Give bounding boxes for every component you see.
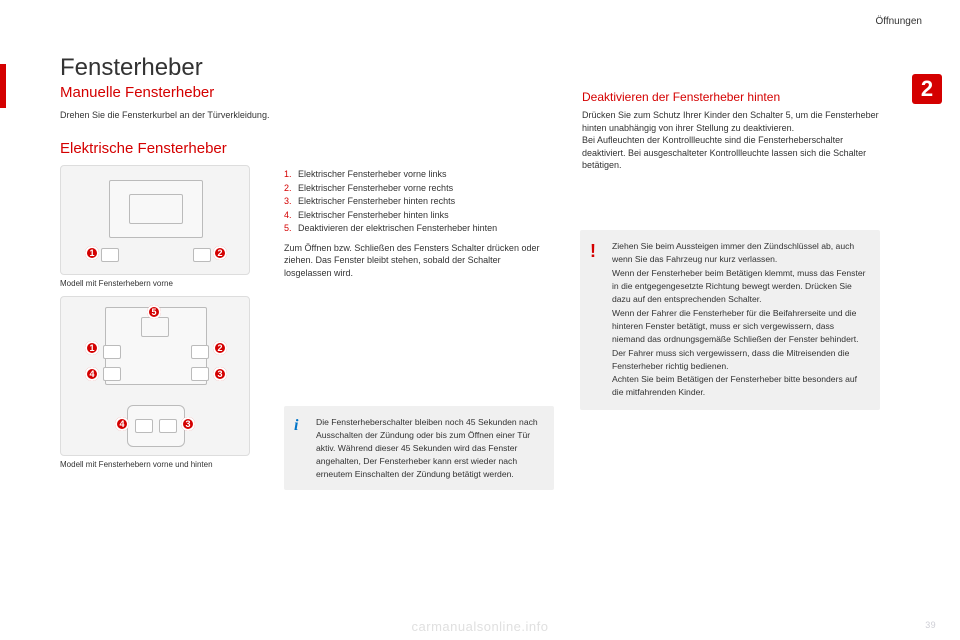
info-text: Die Fensterheberschalter bleiben noch 45… bbox=[316, 417, 538, 479]
list-num: 3. bbox=[284, 195, 298, 209]
figure-front-windows: 1 2 bbox=[60, 165, 250, 275]
manual-page: Öffnungen 2 Fensterheber Manuelle Fenste… bbox=[0, 0, 960, 640]
list-text: Deaktivieren der elektrischen Fensterheb… bbox=[298, 223, 497, 233]
list-num: 4. bbox=[284, 209, 298, 223]
page-subtitle: Manuelle Fensterheber bbox=[60, 84, 214, 101]
intro-text: Drehen Sie die Fensterkurbel an der Türv… bbox=[60, 110, 269, 120]
switch-icon bbox=[191, 345, 209, 359]
callout-4: 4 bbox=[85, 367, 99, 381]
list-item: 1.Elektrischer Fensterheber vorne links bbox=[284, 168, 544, 182]
title-block: Fensterheber Manuelle Fensterheber bbox=[60, 54, 214, 101]
switch-icon bbox=[191, 367, 209, 381]
list-text: Elektrischer Fensterheber vorne rechts bbox=[298, 183, 453, 193]
callout-5: 5 bbox=[147, 305, 161, 319]
electric-heading: Elektrische Fensterheber bbox=[60, 140, 260, 157]
list-num: 1. bbox=[284, 168, 298, 182]
page-title: Fensterheber bbox=[60, 54, 214, 82]
callout-3: 3 bbox=[213, 367, 227, 381]
middle-column: 1.Elektrischer Fensterheber vorne links … bbox=[284, 168, 544, 279]
warning-text: Ziehen Sie beim Aussteigen immer den Zün… bbox=[612, 241, 865, 397]
callout-list: 1.Elektrischer Fensterheber vorne links … bbox=[284, 168, 544, 236]
callout-1: 1 bbox=[85, 341, 99, 355]
callout-3: 3 bbox=[181, 417, 195, 431]
info-box: i Die Fensterheberschalter bleiben noch … bbox=[284, 406, 554, 490]
center-switch bbox=[141, 317, 169, 337]
left-column: Elektrische Fensterheber 1 2 Modell mit … bbox=[60, 140, 260, 469]
figure1-caption: Modell mit Fensterhebern vorne bbox=[60, 279, 260, 288]
chapter-badge: 2 bbox=[912, 74, 942, 104]
list-text: Elektrischer Fensterheber hinten rechts bbox=[298, 196, 455, 206]
page-number: 39 bbox=[925, 620, 936, 630]
switch-icon bbox=[193, 248, 211, 262]
callout-2: 2 bbox=[213, 246, 227, 260]
callout-1: 1 bbox=[85, 246, 99, 260]
section-label: Öffnungen bbox=[875, 16, 922, 27]
right-heading: Deaktivieren der Fensterheber hinten bbox=[582, 90, 880, 105]
figure-all-windows: 5 1 2 4 3 4 3 bbox=[60, 296, 250, 456]
list-text: Elektrischer Fensterheber vorne links bbox=[298, 169, 447, 179]
list-paragraph: Zum Öffnen bzw. Schließen des Fensters S… bbox=[284, 242, 544, 280]
list-item: 2.Elektrischer Fensterheber vorne rechts bbox=[284, 182, 544, 196]
footer-watermark: carmanualsonline.info bbox=[0, 619, 960, 634]
right-column: Deaktivieren der Fensterheber hinten Drü… bbox=[582, 90, 880, 172]
warning-box: ! Ziehen Sie beim Aussteigen immer den Z… bbox=[580, 230, 880, 410]
right-paragraph: Drücken Sie zum Schutz Ihrer Kinder den … bbox=[582, 109, 880, 172]
list-text: Elektrischer Fensterheber hinten links bbox=[298, 210, 449, 220]
inner-panel bbox=[129, 194, 183, 224]
list-item: 3.Elektrischer Fensterheber hinten recht… bbox=[284, 195, 544, 209]
switch-icon bbox=[103, 345, 121, 359]
switch-icon bbox=[101, 248, 119, 262]
callout-4: 4 bbox=[115, 417, 129, 431]
warning-icon: ! bbox=[590, 238, 596, 266]
left-red-tab bbox=[0, 64, 6, 108]
switch-icon bbox=[135, 419, 153, 433]
list-num: 5. bbox=[284, 222, 298, 236]
switch-icon bbox=[159, 419, 177, 433]
list-item: 5.Deaktivieren der elektrischen Fensterh… bbox=[284, 222, 544, 236]
list-num: 2. bbox=[284, 182, 298, 196]
figure2-caption: Modell mit Fensterhebern vorne und hinte… bbox=[60, 460, 260, 469]
info-icon: i bbox=[294, 414, 298, 438]
callout-2: 2 bbox=[213, 341, 227, 355]
list-item: 4.Elektrischer Fensterheber hinten links bbox=[284, 209, 544, 223]
switch-icon bbox=[103, 367, 121, 381]
